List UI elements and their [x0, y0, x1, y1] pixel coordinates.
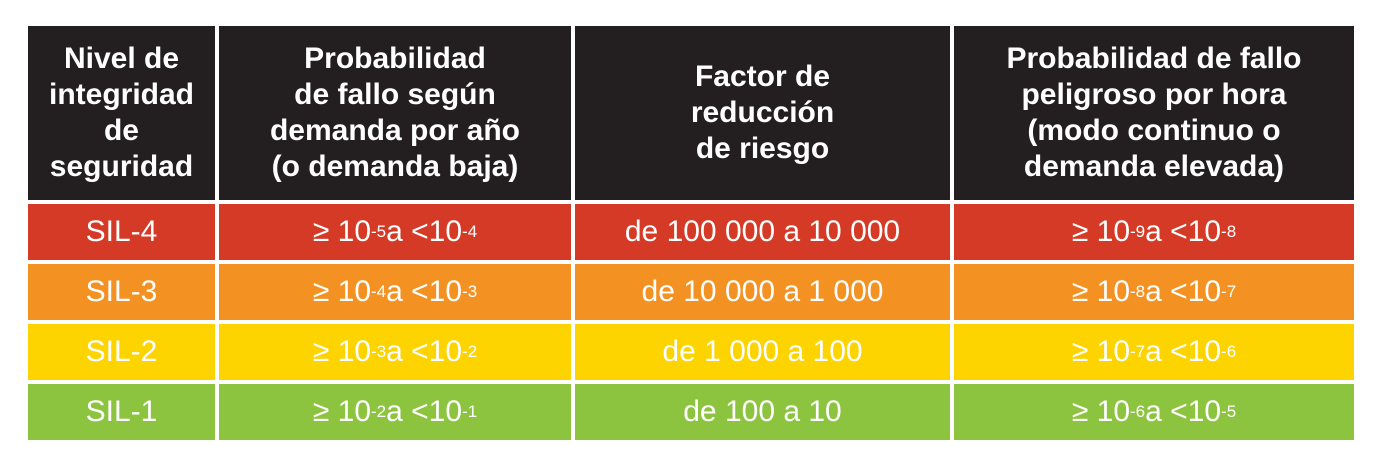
pfd-lt: a <10: [386, 275, 463, 308]
pfh-lt: a <10: [1145, 215, 1222, 248]
rrf-cell: de 1 000 a 100: [575, 324, 950, 380]
pfh-lt: a <10: [1145, 335, 1222, 368]
pfh-lt: a <10: [1145, 275, 1222, 308]
low-demand-cell: ≥ 10 -5 a <10 -4: [219, 204, 571, 260]
pfd-ge: ≥ 10: [312, 395, 371, 428]
pfd-lt: a <10: [386, 335, 463, 368]
rrf-cell: de 10 000 a 1 000: [575, 264, 950, 320]
pfd-lt: a <10: [386, 395, 463, 428]
header-line: reducción: [690, 96, 835, 129]
header-high-demand: Probabilidad de fallo peligroso por hora…: [954, 26, 1354, 200]
header-sil-level: Nivel de integridad de seguridad: [28, 26, 215, 200]
pfh-ge: ≥ 10: [1071, 395, 1130, 428]
sil-level-cell: SIL-1: [28, 384, 215, 440]
sil-level-cell: SIL-4: [28, 204, 215, 260]
sil-level-cell: SIL-3: [28, 264, 215, 320]
header-line: Nivel de: [63, 42, 180, 75]
low-demand-cell: ≥ 10 -3 a <10 -2: [219, 324, 571, 380]
header-risk-reduction: Factor de reducción de riesgo: [575, 26, 950, 200]
low-demand-cell: ≥ 10 -4 a <10 -3: [219, 264, 571, 320]
header-line: integridad: [48, 78, 194, 111]
header-line: Factor de: [694, 60, 831, 93]
header-line: peligroso por hora: [1021, 78, 1287, 111]
high-demand-cell: ≥ 10 -7 a <10 -6: [954, 324, 1354, 380]
header-line: Probabilidad de fallo: [1006, 42, 1302, 75]
high-demand-cell: ≥ 10 -9 a <10 -8: [954, 204, 1354, 260]
high-demand-cell: ≥ 10 -6 a <10 -5: [954, 384, 1354, 440]
high-demand-cell: ≥ 10 -8 a <10 -7: [954, 264, 1354, 320]
sil-table: Nivel de integridad de seguridad Probabi…: [28, 26, 1354, 440]
header-line: Probabilidad: [304, 42, 486, 75]
rrf-cell: de 100 a 10: [575, 384, 950, 440]
header-line: de fallo según: [294, 78, 496, 111]
pfd-ge: ≥ 10: [312, 335, 371, 368]
header-low-demand: Probabilidad de fallo según demanda por …: [219, 26, 571, 200]
header-line: (modo continuo o: [1027, 114, 1281, 147]
pfd-lt: a <10: [386, 215, 463, 248]
header-line: demanda elevada): [1023, 150, 1285, 183]
header-line: de riesgo: [695, 132, 830, 165]
rrf-cell: de 100 000 a 10 000: [575, 204, 950, 260]
low-demand-cell: ≥ 10 -2 a <10 -1: [219, 384, 571, 440]
header-line: seguridad: [49, 150, 194, 183]
pfh-ge: ≥ 10: [1071, 275, 1130, 308]
pfh-lt: a <10: [1145, 395, 1222, 428]
pfd-ge: ≥ 10: [312, 215, 371, 248]
pfh-ge: ≥ 10: [1071, 335, 1130, 368]
sil-level-cell: SIL-2: [28, 324, 215, 380]
pfh-ge: ≥ 10: [1071, 215, 1130, 248]
header-line: (o demanda baja): [271, 150, 519, 183]
header-line: de: [103, 114, 139, 147]
header-line: demanda por año: [269, 114, 521, 147]
pfd-ge: ≥ 10: [312, 275, 371, 308]
